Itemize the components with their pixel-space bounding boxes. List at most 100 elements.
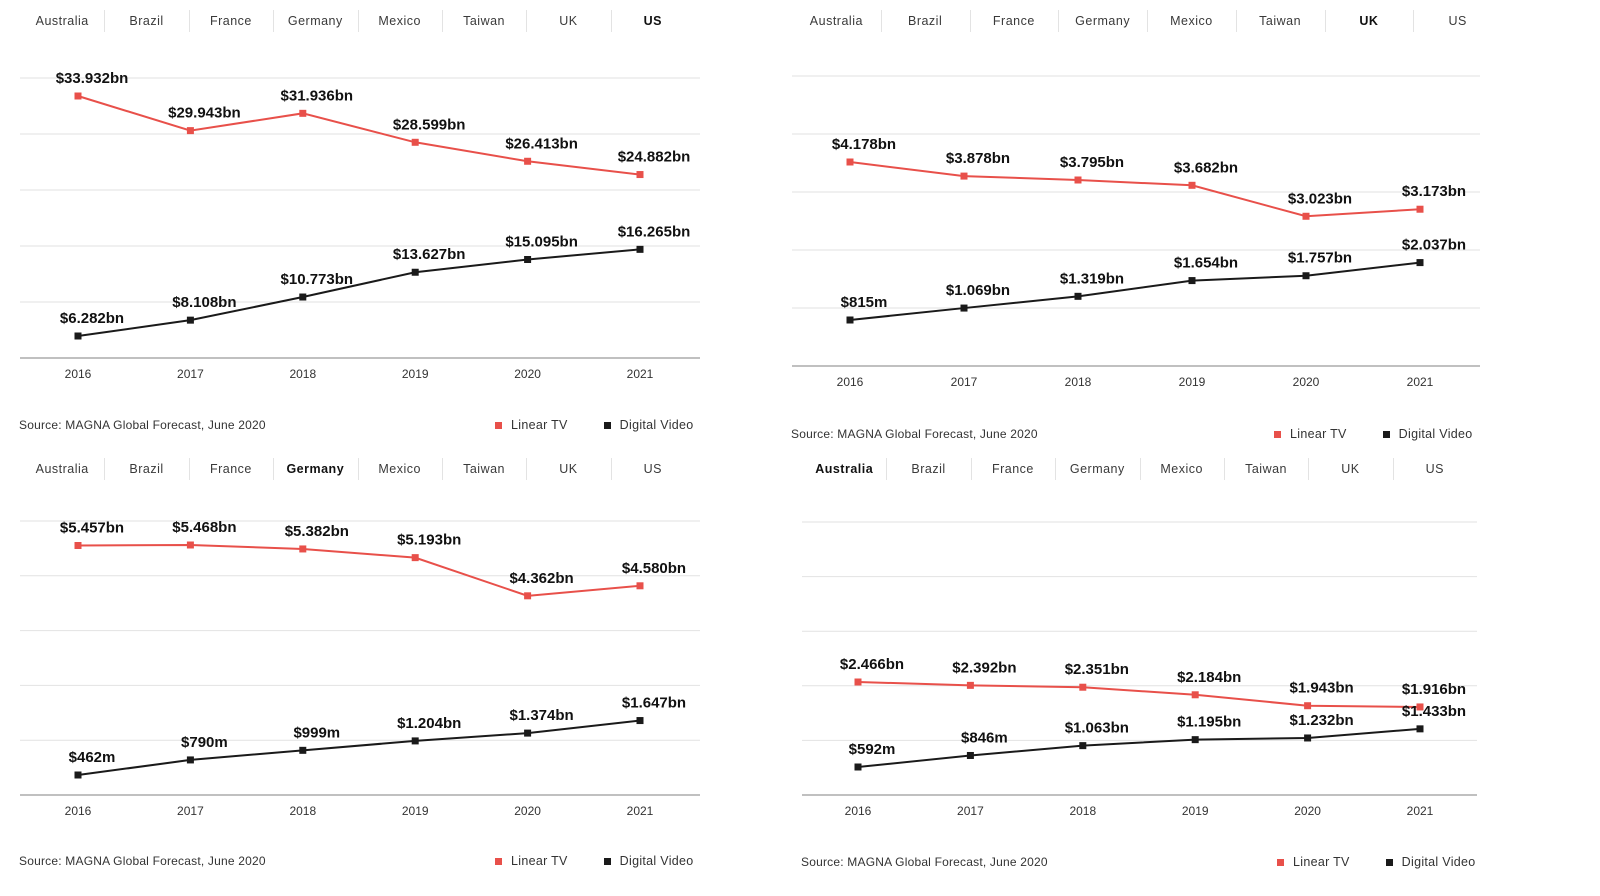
data-point — [1079, 742, 1087, 750]
legend-item-digital-video: Digital Video — [1385, 855, 1476, 869]
x-tick-label: 2016 — [837, 375, 864, 389]
linear-tv-swatch-icon — [1274, 430, 1281, 438]
data-point — [636, 245, 644, 253]
tab-taiwan[interactable]: Taiwan — [1235, 6, 1325, 36]
series-line — [849, 161, 1421, 218]
data-label: $815m — [841, 294, 888, 311]
data-point — [299, 545, 307, 553]
tab-us[interactable]: US — [610, 454, 695, 484]
data-point — [411, 737, 419, 745]
tab-france[interactable]: France — [970, 454, 1055, 484]
x-tick-label: 2017 — [177, 804, 204, 818]
tab-brazil[interactable]: Brazil — [886, 454, 970, 484]
data-label: $24.882bn — [618, 149, 691, 166]
line-chart: 2016 2017 2018 2019 2020 2021 $4.178bn $3.878bn… — [792, 75, 1480, 389]
tab-germany[interactable]: Germany — [273, 6, 357, 36]
tab-uk[interactable]: UK — [1308, 454, 1392, 484]
tab-australia[interactable]: Australia — [815, 462, 874, 476]
data-point — [299, 109, 307, 117]
x-tick-label: 2021 — [627, 367, 654, 381]
country-tabs: Australia Brazil France Germany Mexico T… — [802, 454, 1477, 484]
data-label: $16.265bn — [618, 223, 691, 240]
tab-brazil[interactable]: Brazil — [104, 6, 188, 36]
country-tabs: Australia Brazil France Germany Mexico T… — [20, 6, 695, 36]
legend-label-digital-video: Digital Video — [619, 418, 694, 432]
tab-mexico[interactable]: Mexico — [1147, 6, 1236, 36]
legend: Linear TV Digital Video — [1277, 855, 1476, 869]
tab-taiwan[interactable]: Taiwan — [441, 6, 526, 36]
legend: Linear TV Digital Video — [1274, 427, 1473, 441]
x-tick-label: 2017 — [957, 804, 984, 818]
x-tick-label: 2018 — [1065, 375, 1092, 389]
tab-mexico[interactable]: Mexico — [357, 6, 442, 36]
tab-germany[interactable]: Germany — [273, 454, 357, 484]
tab-taiwan[interactable]: Taiwan — [441, 454, 526, 484]
tab-france[interactable]: France — [188, 6, 273, 36]
legend-item-linear-tv: Linear TV — [1277, 855, 1350, 869]
data-label: $3.682bn — [1174, 159, 1238, 176]
data-point — [524, 729, 532, 737]
legend-item-digital-video: Digital Video — [603, 854, 694, 868]
tab-germany[interactable]: Germany — [1058, 6, 1147, 36]
data-label: $2.184bn — [1177, 669, 1241, 686]
data-point — [299, 293, 307, 301]
source-note: Source: MAGNA Global Forecast, June 2020 — [791, 427, 1038, 441]
tab-taiwan[interactable]: Taiwan — [1223, 454, 1308, 484]
tab-us[interactable]: US — [1413, 6, 1502, 36]
data-point — [1416, 725, 1424, 733]
data-label: $1.654bn — [1174, 255, 1238, 272]
data-label: $3.023bn — [1288, 190, 1352, 207]
data-label: $31.936bn — [281, 87, 354, 104]
data-label: $592m — [849, 741, 896, 758]
data-point — [74, 771, 82, 779]
data-label: $4.178bn — [832, 136, 896, 153]
country-tabs: Australia Brazil France Germany Mexico T… — [792, 6, 1502, 36]
x-tick-label: 2020 — [1293, 375, 1320, 389]
data-point — [854, 678, 862, 686]
data-point — [636, 717, 644, 725]
tab-france[interactable]: France — [188, 454, 273, 484]
data-label: $10.773bn — [281, 271, 354, 288]
data-label: $3.795bn — [1060, 154, 1124, 171]
tab-us[interactable]: US — [1392, 454, 1477, 484]
tab-australia[interactable]: Australia — [35, 462, 89, 476]
legend-item-linear-tv: Linear TV — [495, 418, 568, 432]
data-label: $33.932bn — [56, 70, 129, 87]
source-note: Source: MAGNA Global Forecast, June 2020 — [19, 418, 266, 432]
linear-tv-swatch-icon — [495, 421, 502, 429]
data-label: $1.319bn — [1060, 270, 1124, 287]
data-point — [636, 171, 644, 179]
tab-uk[interactable]: UK — [526, 6, 610, 36]
tab-australia[interactable]: Australia — [809, 14, 863, 28]
data-point — [74, 542, 82, 550]
data-label: $2.351bn — [1065, 661, 1129, 678]
data-label: $26.413bn — [505, 135, 578, 152]
tab-germany[interactable]: Germany — [1055, 454, 1139, 484]
data-point — [74, 92, 82, 100]
tab-mexico[interactable]: Mexico — [357, 454, 442, 484]
tab-france[interactable]: France — [969, 6, 1059, 36]
tab-australia[interactable]: Australia — [35, 14, 89, 28]
tab-uk[interactable]: UK — [526, 454, 610, 484]
data-point — [1416, 205, 1424, 213]
legend-label-linear-tv: Linear TV — [1293, 855, 1350, 869]
tab-uk[interactable]: UK — [1324, 6, 1414, 36]
tab-brazil[interactable]: Brazil — [880, 6, 970, 36]
data-label: $462m — [69, 749, 116, 766]
data-point — [411, 268, 419, 276]
data-label: $3.173bn — [1402, 183, 1466, 200]
digital-video-swatch-icon — [603, 421, 611, 429]
data-point — [960, 172, 968, 180]
data-label: $2.392bn — [952, 659, 1016, 676]
data-label: $2.037bn — [1402, 237, 1466, 254]
chart-panel-us: Australia Brazil France Germany Mexico T… — [0, 0, 720, 448]
x-tick-label: 2019 — [402, 367, 429, 381]
x-tick-label: 2018 — [289, 804, 316, 818]
tab-us[interactable]: US — [610, 6, 695, 36]
chart-panel-australia: Australia Brazil France Germany Mexico T… — [790, 448, 1510, 896]
data-label: $4.580bn — [622, 560, 686, 577]
data-point — [1079, 683, 1087, 691]
tab-brazil[interactable]: Brazil — [104, 454, 188, 484]
series-line — [849, 261, 1421, 321]
tab-mexico[interactable]: Mexico — [1139, 454, 1224, 484]
